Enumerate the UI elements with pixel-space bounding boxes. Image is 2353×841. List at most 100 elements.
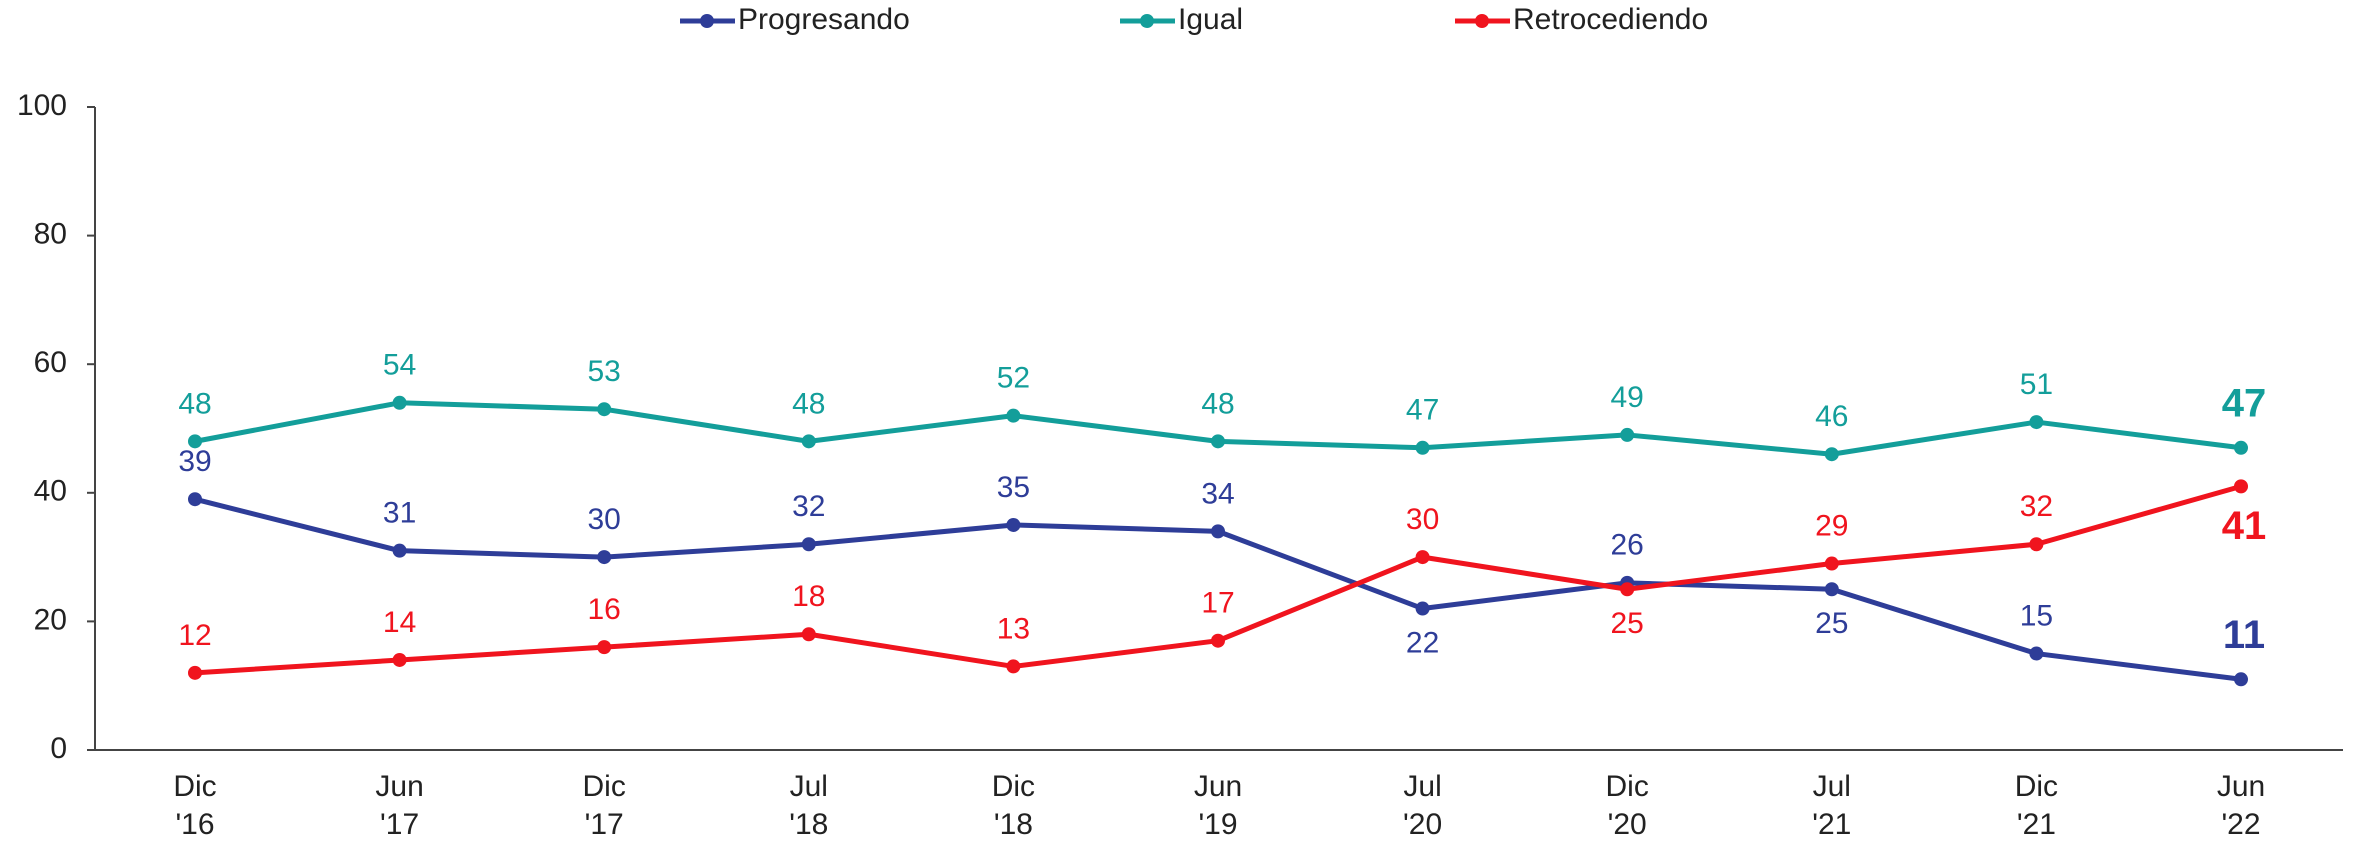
point — [2029, 646, 2044, 661]
data-label: 46 — [1815, 400, 1848, 433]
point — [597, 402, 612, 417]
x-tick-line: Jun — [1194, 770, 1242, 803]
x-tick-line: '21 — [2017, 808, 2056, 841]
data-label: 39 — [178, 445, 211, 478]
x-tick-line: '21 — [1812, 808, 1851, 841]
point — [188, 665, 202, 680]
point — [2234, 440, 2248, 455]
data-label: 35 — [997, 471, 1030, 504]
legend-marker — [700, 14, 714, 28]
point — [801, 537, 816, 552]
legend-marker — [1475, 14, 1489, 28]
point — [392, 652, 407, 667]
point — [2029, 415, 2044, 430]
point — [188, 434, 202, 449]
x-tick-line: Dic — [992, 770, 1035, 803]
x-tick-label: Jul '20 — [1403, 770, 1442, 841]
data-label: 49 — [1611, 381, 1644, 414]
point — [1006, 517, 1021, 532]
x-tick-line: '19 — [1198, 808, 1237, 841]
x-tick-line: '18 — [789, 808, 828, 841]
data-label: 53 — [588, 355, 621, 388]
y-tick-label: 0 — [50, 732, 67, 765]
data-label: 29 — [1815, 509, 1848, 542]
data-label: 30 — [588, 503, 621, 536]
x-tick-line: Jul — [1813, 770, 1851, 803]
point — [1620, 582, 1635, 597]
data-label: 41 — [2222, 504, 2267, 548]
x-tick-line: Jul — [790, 770, 828, 803]
point — [801, 434, 816, 449]
data-label: 32 — [792, 490, 825, 523]
point — [1006, 408, 1021, 423]
data-label: 12 — [178, 619, 211, 652]
point — [2234, 672, 2248, 687]
x-tick-line: Dic — [2015, 770, 2058, 803]
x-tick-line: Dic — [583, 770, 626, 803]
data-label: 22 — [1406, 626, 1439, 659]
x-tick-line: Jun — [375, 770, 423, 803]
x-tick-label: Dic '18 — [992, 770, 1035, 841]
y-tick-label: 20 — [34, 603, 67, 636]
data-label: 11 — [2223, 613, 2265, 657]
x-tick-line: Dic — [1606, 770, 1649, 803]
x-tick-label: Dic '17 — [583, 770, 626, 841]
data-label: 47 — [1406, 394, 1439, 427]
x-tick-line: '18 — [994, 808, 1033, 841]
legend-label: Retrocediendo — [1513, 3, 1708, 36]
x-tick-line: Dic — [173, 770, 216, 803]
x-tick-line: Jun — [2217, 770, 2265, 803]
y-tick-label: 60 — [34, 346, 67, 379]
x-tick-label: Dic '16 — [173, 770, 216, 841]
x-tick-label: Jun '17 — [375, 770, 423, 841]
x-tick-line: Jul — [1403, 770, 1441, 803]
data-label: 16 — [588, 593, 621, 626]
point — [1415, 601, 1430, 616]
legend-label: Progresando — [738, 3, 910, 36]
x-tick-label: Jun '22 — [2217, 770, 2265, 841]
data-label: 15 — [2020, 599, 2053, 632]
point — [1824, 556, 1839, 571]
point — [1006, 659, 1021, 674]
data-label: 51 — [2020, 368, 2053, 401]
point — [2029, 537, 2044, 552]
x-tick-line: '22 — [2221, 808, 2260, 841]
legend-label: Igual — [1178, 3, 1243, 36]
point — [1211, 524, 1225, 539]
point — [1824, 582, 1839, 597]
data-label: 31 — [383, 497, 416, 530]
x-tick-label: Dic '20 — [1606, 770, 1649, 841]
point — [1415, 550, 1430, 565]
data-label: 26 — [1611, 529, 1644, 562]
data-label: 48 — [178, 387, 211, 420]
data-label: 47 — [2222, 381, 2267, 425]
data-label: 32 — [2020, 490, 2053, 523]
x-tick-line: '16 — [175, 808, 214, 841]
point — [801, 627, 816, 642]
point — [597, 640, 612, 655]
point — [1211, 633, 1225, 648]
x-tick-label: Dic '21 — [2015, 770, 2058, 841]
x-tick-line: '17 — [585, 808, 624, 841]
data-label: 48 — [792, 387, 825, 420]
data-label: 48 — [1201, 387, 1234, 420]
data-label: 25 — [1611, 607, 1644, 640]
data-label: 25 — [1815, 607, 1848, 640]
point — [392, 543, 407, 558]
x-tick-label: Jun '19 — [1194, 770, 1242, 841]
legend-marker — [1140, 14, 1154, 28]
data-label: 34 — [1201, 477, 1234, 510]
point — [597, 550, 612, 565]
data-label: 30 — [1406, 503, 1439, 536]
point — [392, 395, 407, 410]
point — [1211, 434, 1225, 449]
x-tick-label: Jul '21 — [1812, 770, 1851, 841]
data-label: 18 — [792, 580, 825, 613]
y-tick-label: 80 — [34, 218, 67, 251]
data-label: 17 — [1201, 587, 1234, 620]
point — [2234, 479, 2248, 494]
point — [1620, 427, 1635, 442]
x-tick-line: '17 — [380, 808, 419, 841]
point — [1824, 447, 1839, 462]
y-tick-label: 40 — [34, 475, 67, 508]
